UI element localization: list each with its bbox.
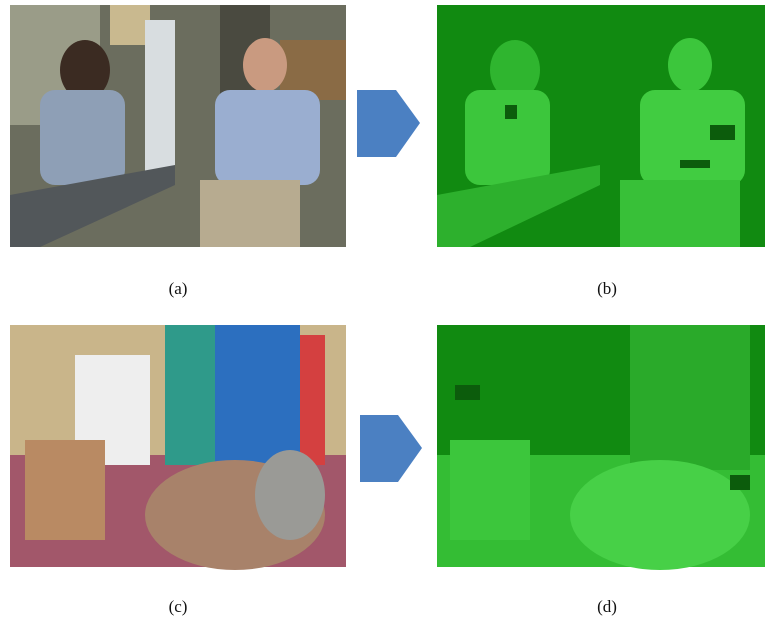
- panel-label: (c): [169, 597, 188, 616]
- result-d: [437, 325, 765, 570]
- arrow: [360, 415, 422, 482]
- photo-c: [10, 325, 346, 570]
- panel-label: (b): [597, 279, 617, 298]
- panel-label: (a): [169, 279, 188, 298]
- result-b: [437, 5, 765, 247]
- arrow: [357, 90, 420, 157]
- panel-label: (d): [597, 597, 617, 616]
- figure: (a) (b) (c) (d): [0, 0, 766, 623]
- photo-a: [10, 5, 346, 247]
